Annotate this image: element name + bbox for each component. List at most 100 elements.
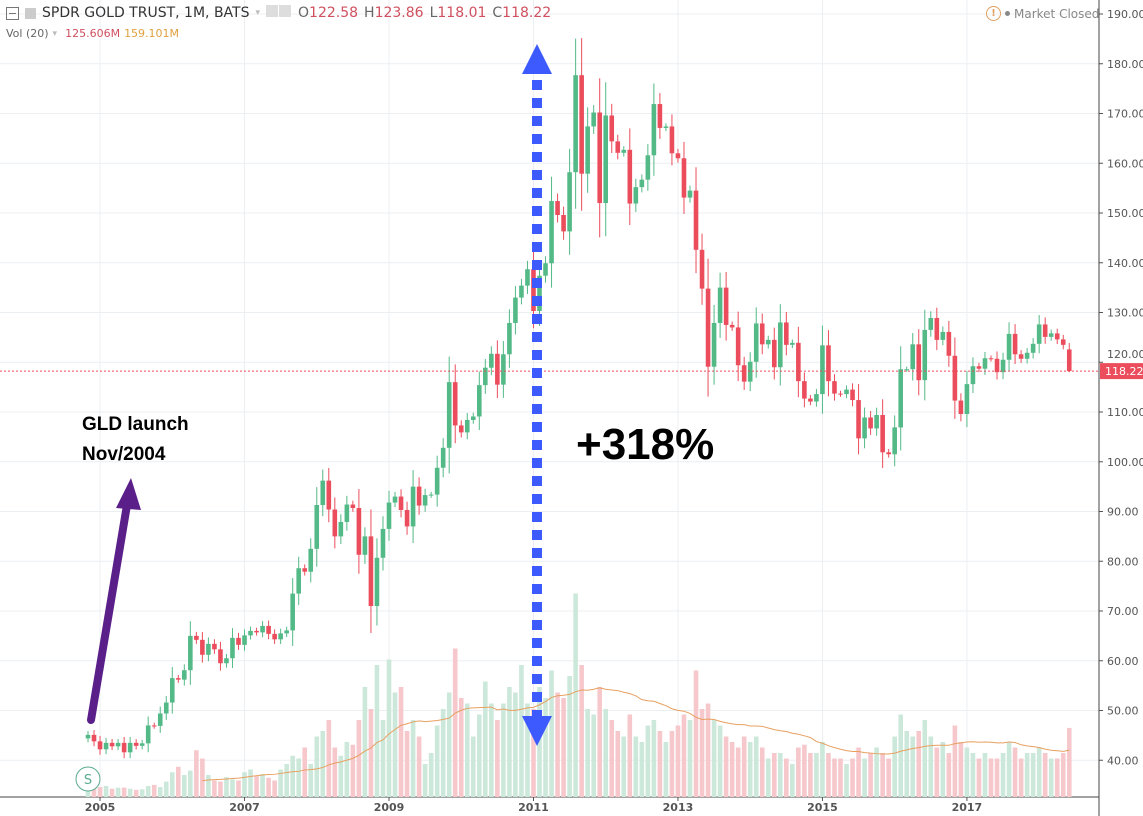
volume-bar	[994, 758, 1000, 797]
volume-bar	[735, 747, 741, 797]
y-tick-label: 140.00	[1107, 257, 1143, 270]
volume-bar	[802, 744, 807, 797]
candle-body	[133, 742, 139, 746]
y-tick-label: 40.00	[1107, 754, 1139, 767]
volume-bar	[422, 764, 428, 797]
dotted-arrow-segment	[532, 386, 542, 396]
gear-icon[interactable]	[279, 5, 292, 17]
dotted-arrow-segment	[532, 260, 542, 270]
collapse-icon[interactable]	[6, 6, 19, 20]
volume-bar	[127, 788, 133, 797]
volume-bar	[615, 731, 621, 797]
volume-bar	[790, 764, 795, 797]
dotted-arrow-segment	[532, 476, 542, 486]
volume-bar	[440, 709, 446, 797]
volume-bar	[97, 787, 103, 797]
volume-bar	[663, 742, 669, 797]
candle-body	[892, 427, 897, 455]
candle-body	[290, 593, 295, 631]
open-label: O	[298, 5, 310, 21]
volume-bar	[555, 692, 560, 797]
dropdown-icon[interactable]: ▾	[52, 28, 58, 39]
volume-bar	[1000, 753, 1006, 797]
x-tick-label: 2007	[229, 801, 260, 814]
candle-body	[958, 400, 964, 414]
status-dot-icon	[1005, 11, 1010, 16]
launch-arrow-shaft	[87, 501, 131, 724]
volume-bar	[621, 736, 627, 797]
volume-bar	[741, 736, 747, 797]
volume-bar	[970, 753, 976, 797]
volume-bar	[338, 755, 344, 797]
candle-body	[163, 702, 169, 714]
volume-bar	[489, 703, 494, 797]
candle-body	[784, 322, 789, 345]
candle-body	[182, 670, 187, 680]
candle-body	[898, 369, 903, 428]
gain-annotation: +318%	[576, 420, 715, 469]
symbol-badge	[75, 766, 101, 792]
candle-body	[850, 389, 855, 401]
volume-bar	[464, 703, 470, 797]
volume-bar	[717, 725, 723, 797]
dotted-arrow-segment	[532, 206, 542, 216]
symbol-title[interactable]: SPDR GOLD TRUST, 1M, BATS	[42, 5, 250, 21]
volume-bar	[784, 758, 789, 797]
volume-bar	[934, 747, 940, 797]
volume-bar	[115, 787, 121, 797]
candle-body	[1054, 333, 1060, 340]
volume-ma-value: 159.101M	[124, 27, 180, 40]
dotted-arrow-segment	[532, 224, 542, 234]
volume-bar	[236, 780, 241, 797]
volume-bar	[428, 753, 434, 797]
volume-bar	[314, 736, 320, 797]
volume-bar	[302, 747, 308, 797]
candle-body	[1042, 324, 1048, 337]
candle-body	[302, 568, 308, 572]
candle-body	[555, 201, 560, 215]
volume-bar	[200, 758, 205, 797]
candle-body	[880, 414, 885, 453]
volume-bar	[182, 775, 187, 797]
dotted-arrow-segment	[532, 242, 542, 252]
dropdown-icon[interactable]: ▾	[255, 8, 261, 18]
candle-body	[970, 366, 976, 385]
y-tick-label: 100.00	[1107, 456, 1143, 469]
volume-bar	[290, 755, 295, 797]
candle-body	[874, 414, 879, 429]
candle-body	[440, 447, 446, 468]
market-status[interactable]: ! Market Closed	[986, 6, 1099, 21]
candle-body	[410, 486, 416, 527]
candle-body	[525, 269, 530, 286]
candle-body	[507, 322, 512, 355]
candle-body	[808, 398, 813, 402]
open-value: 122.58	[309, 5, 359, 21]
y-tick-label: 110.00	[1107, 406, 1143, 419]
volume-title[interactable]: Vol (20)	[6, 27, 49, 40]
dotted-arrow-segment	[532, 692, 542, 702]
volume-bar	[308, 764, 314, 797]
dotted-arrow-segment	[532, 332, 542, 342]
candle-body	[392, 496, 398, 503]
volume-bar	[723, 736, 729, 797]
candle-body	[862, 417, 867, 439]
dotted-arrow-segment	[532, 152, 542, 162]
volume-bar	[248, 769, 253, 797]
eye-icon[interactable]	[266, 5, 279, 17]
y-tick-label: 180.00	[1107, 58, 1143, 71]
candle-body	[946, 331, 952, 356]
volume-bar	[320, 731, 326, 797]
candle-body	[470, 416, 476, 420]
volume-bar	[1012, 747, 1018, 797]
volume-bar	[1024, 753, 1030, 797]
volume-bar	[1042, 753, 1048, 797]
volume-bar	[139, 789, 145, 797]
volume-bar	[657, 731, 663, 797]
volume-bar	[693, 670, 699, 797]
volume-bar	[904, 731, 910, 797]
volume-bar	[163, 781, 169, 797]
candle-body	[922, 329, 928, 381]
candle-body	[91, 734, 97, 742]
y-tick-label: 160.00	[1107, 157, 1143, 170]
